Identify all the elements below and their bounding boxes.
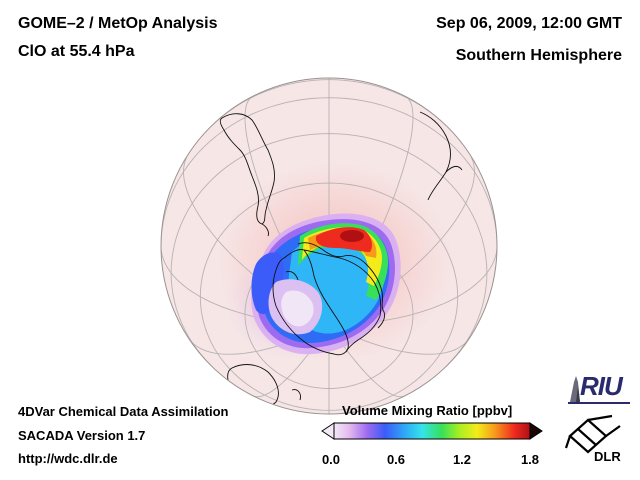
graticule-line: [328, 324, 404, 398]
colorbar-tick-3: 1.8: [520, 452, 540, 467]
colorbar-ramp: [333, 422, 531, 440]
globe-outline: [160, 77, 498, 415]
riu-logo-text: RIU: [580, 371, 623, 401]
clo-field: [251, 213, 401, 355]
dlr-logo-icon: [564, 414, 621, 454]
footer-version: SACADA Version 1.7: [18, 428, 146, 443]
date-label: Sep 06, 2009, 12:00 GMT: [436, 15, 622, 32]
region-label: Southern Hemisphere: [455, 47, 622, 64]
colorbar: [321, 422, 543, 440]
species-label: ClO at 55.4 hPa: [18, 43, 135, 60]
colorbar-tick-0: 0.0: [321, 452, 341, 467]
map-title: GOME–2 / MetOp Analysis: [18, 15, 218, 32]
colorbar-tick-1: 0.6: [386, 452, 406, 467]
graticule-line: [328, 324, 470, 355]
footer-url: http://wdc.dlr.de: [18, 451, 118, 466]
dlr-logo-text: DLR: [594, 449, 621, 464]
coastlines: [219, 111, 463, 409]
colorbar-high-arrow: [529, 422, 543, 440]
colorbar-title: Volume Mixing Ratio [ppbv]: [342, 403, 513, 418]
colorbar-low-arrow: [321, 422, 335, 440]
footer-method: 4DVar Chemical Data Assimilation: [18, 404, 229, 419]
riu-logo-icon: [568, 376, 630, 404]
colorbar-tick-2: 1.2: [452, 452, 472, 467]
